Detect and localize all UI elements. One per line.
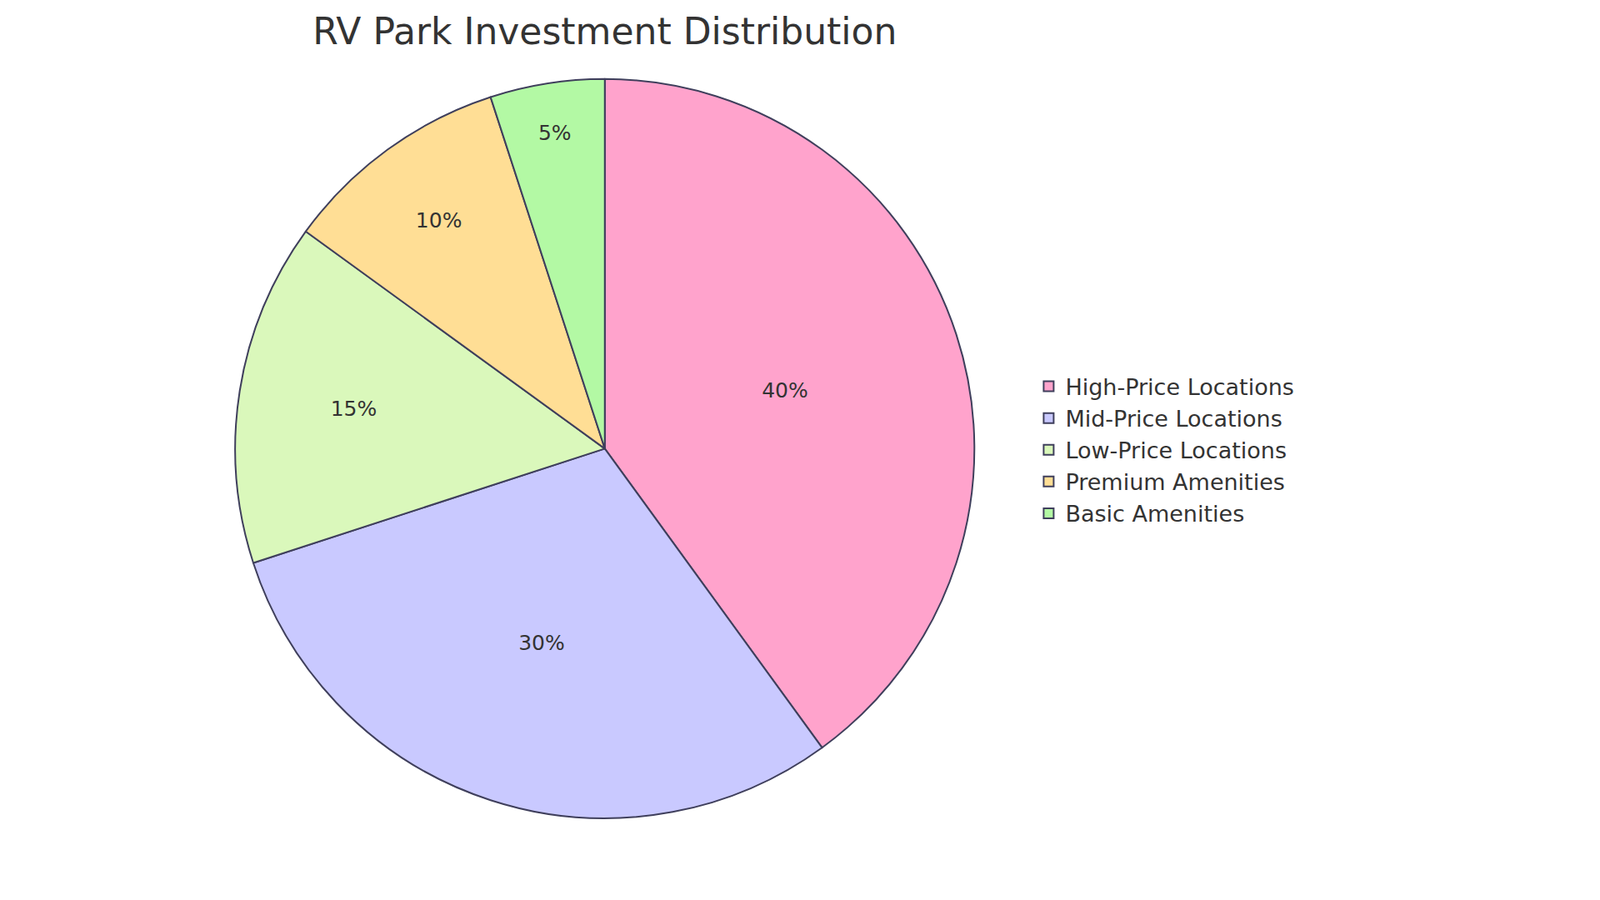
svg-text:RV Park Investment Distributio: RV Park Investment Distribution [312, 10, 897, 53]
svg-text:10%: 10% [415, 208, 463, 233]
svg-text:15%: 15% [330, 396, 378, 421]
svg-text:Premium Amenities: Premium Amenities [1065, 469, 1285, 495]
svg-text:Mid-Price Locations: Mid-Price Locations [1065, 405, 1282, 432]
svg-text:Low-Price Locations: Low-Price Locations [1065, 437, 1287, 464]
svg-text:Basic Amenities: Basic Amenities [1065, 500, 1245, 527]
svg-text:High-Price Locations: High-Price Locations [1065, 374, 1295, 400]
svg-text:30%: 30% [518, 630, 565, 655]
svg-text:40%: 40% [761, 378, 809, 403]
svg-text:5%: 5% [538, 120, 572, 145]
